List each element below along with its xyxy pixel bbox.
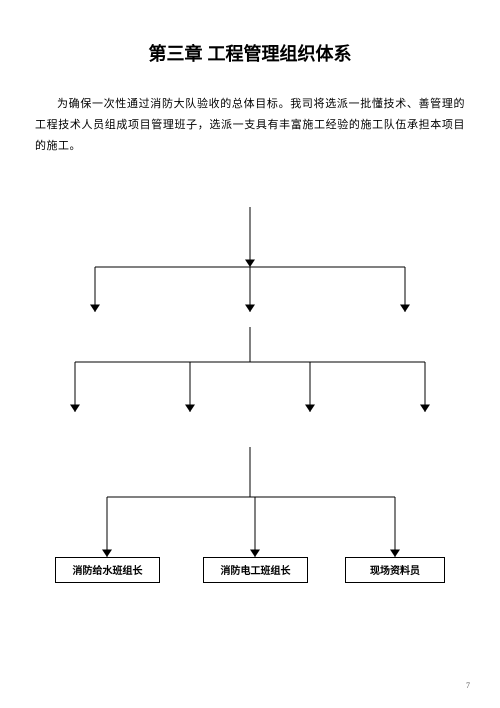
org-node: 消防给水班组长 [55, 557, 160, 583]
page-number: 7 [466, 681, 470, 690]
org-node: 消防电工班组长 [203, 557, 308, 583]
org-chart: 消防给水班组长 消防电工班组长 现场资料员 [35, 187, 465, 587]
chapter-title: 第三章 工程管理组织体系 [35, 40, 465, 66]
intro-paragraph: 为确保一次性通过消防大队验收的总体目标。我司将选派一批懂技术、善管理的工程技术人… [35, 94, 465, 157]
chart-lines [35, 187, 465, 587]
page-container: 第三章 工程管理组织体系 为确保一次性通过消防大队验收的总体目标。我司将选派一批… [0, 0, 500, 708]
org-node: 现场资料员 [345, 557, 445, 583]
